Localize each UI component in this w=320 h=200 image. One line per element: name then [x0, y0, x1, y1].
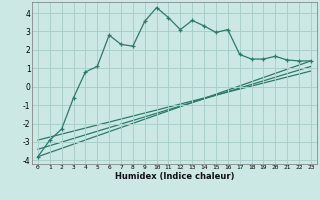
X-axis label: Humidex (Indice chaleur): Humidex (Indice chaleur)	[115, 172, 234, 181]
